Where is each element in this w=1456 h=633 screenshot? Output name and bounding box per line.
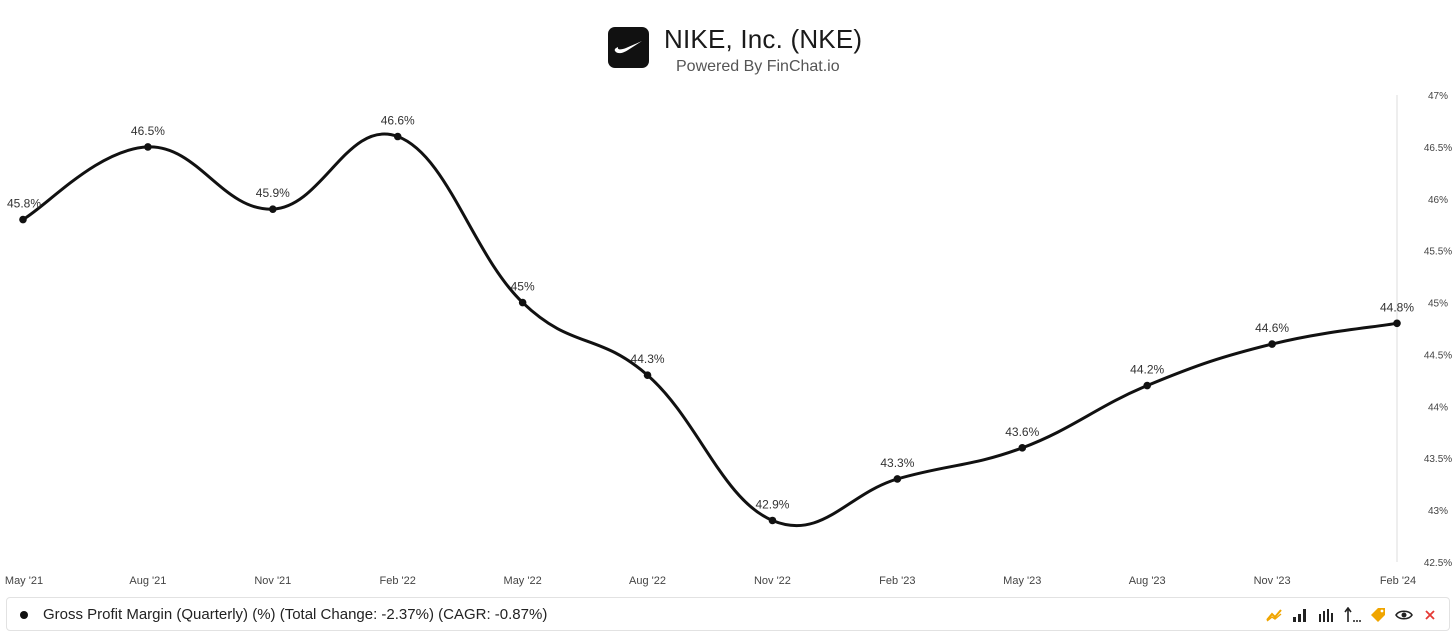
bar-chart-icon[interactable]	[1291, 606, 1309, 624]
chart-subtitle: Powered By FinChat.io	[676, 58, 840, 75]
data-label: 44.3%	[631, 352, 665, 366]
x-tick-label: Feb '23	[879, 575, 915, 587]
data-label: 46.5%	[131, 124, 165, 138]
grouped-bar-chart-icon[interactable]	[1317, 606, 1335, 624]
legend-bar: Gross Profit Margin (Quarterly) (%) (Tot…	[6, 597, 1450, 631]
sort-icon[interactable]	[1343, 606, 1361, 624]
data-point[interactable]	[269, 205, 277, 213]
y-tick-label: 47%	[1428, 91, 1448, 102]
close-icon[interactable]	[1421, 606, 1439, 624]
data-point[interactable]	[1393, 319, 1401, 328]
y-tick-label: 45%	[1428, 299, 1448, 310]
legend-series-label[interactable]: Gross Profit Margin (Quarterly) (%) (Tot…	[43, 606, 548, 623]
series-line	[22, 132, 1398, 528]
x-tick-label: Nov '22	[754, 575, 791, 587]
data-label: 46.6%	[381, 114, 415, 128]
x-tick-label: May '22	[504, 575, 542, 587]
data-point[interactable]	[393, 132, 402, 141]
x-tick-label: Nov '23	[1254, 575, 1291, 587]
line-chart-icon[interactable]	[1265, 606, 1283, 624]
y-axis: 47% 46.5% 46% 45.5% 45% 44.5% 44% 43.5% 43% 42.5%	[1396, 91, 1452, 569]
y-tick-label: 44%	[1428, 402, 1448, 413]
y-tick-label: 45.5%	[1424, 247, 1452, 258]
line-chart: 47% 46.5% 46% 45.5% 45% 44.5% 44% 43.5% 43% 42.5%…	[5, 91, 1452, 587]
data-label: 43.3%	[880, 456, 914, 470]
x-tick-label: Aug '21	[129, 575, 166, 587]
x-tick-label: May '23	[1003, 575, 1041, 587]
data-point[interactable]	[1018, 444, 1027, 452]
data-label: 42.9%	[755, 497, 789, 511]
data-point[interactable]	[19, 215, 27, 224]
y-tick-label: 43.5%	[1424, 454, 1452, 465]
x-tick-label: May '21	[5, 575, 43, 587]
data-label: 44.8%	[1380, 300, 1414, 314]
x-tick-label: Nov '21	[254, 575, 291, 587]
chart-toolbar	[1265, 605, 1439, 625]
series-gross-profit-margin: 45.8% 46.5% 45.9% 46.6% 45% 44.3% 42.9% 43.3% 43…	[7, 114, 1414, 528]
y-tick-label: 42.5%	[1424, 558, 1452, 569]
y-tick-label: 46.5%	[1424, 143, 1452, 154]
data-point[interactable]	[1268, 340, 1276, 348]
data-point[interactable]	[1143, 381, 1151, 390]
data-point[interactable]	[518, 298, 527, 307]
data-label: 43.6%	[1005, 425, 1039, 439]
data-label: 44.6%	[1255, 321, 1289, 335]
eye-icon[interactable]	[1395, 606, 1413, 624]
nike-logo-icon	[608, 27, 649, 68]
data-label: 45%	[511, 280, 535, 294]
data-point[interactable]	[144, 143, 152, 151]
x-axis: May '21 Aug '21 Nov '21 Feb '22 May '22 Aug '…	[5, 575, 1416, 587]
x-tick-label: Feb '22	[380, 575, 416, 587]
chart-header: NIKE, Inc. (NKE) Powered By FinChat.io	[0, 22, 1456, 82]
data-point[interactable]	[643, 371, 652, 380]
x-tick-label: Aug '23	[1129, 575, 1166, 587]
data-label: 45.9%	[256, 186, 290, 200]
tag-icon[interactable]	[1369, 606, 1387, 624]
legend-series-marker[interactable]	[20, 611, 28, 619]
data-label: 45.8%	[7, 197, 41, 211]
y-tick-label: 43%	[1428, 506, 1448, 517]
chart-title: NIKE, Inc. (NKE)	[664, 24, 863, 54]
data-label: 44.2%	[1130, 363, 1164, 377]
y-tick-label: 44.5%	[1424, 350, 1452, 361]
data-point[interactable]	[768, 516, 777, 525]
data-point[interactable]	[893, 475, 902, 483]
x-tick-label: Aug '22	[629, 575, 666, 587]
x-tick-label: Feb '24	[1380, 575, 1416, 587]
y-tick-label: 46%	[1428, 195, 1448, 206]
